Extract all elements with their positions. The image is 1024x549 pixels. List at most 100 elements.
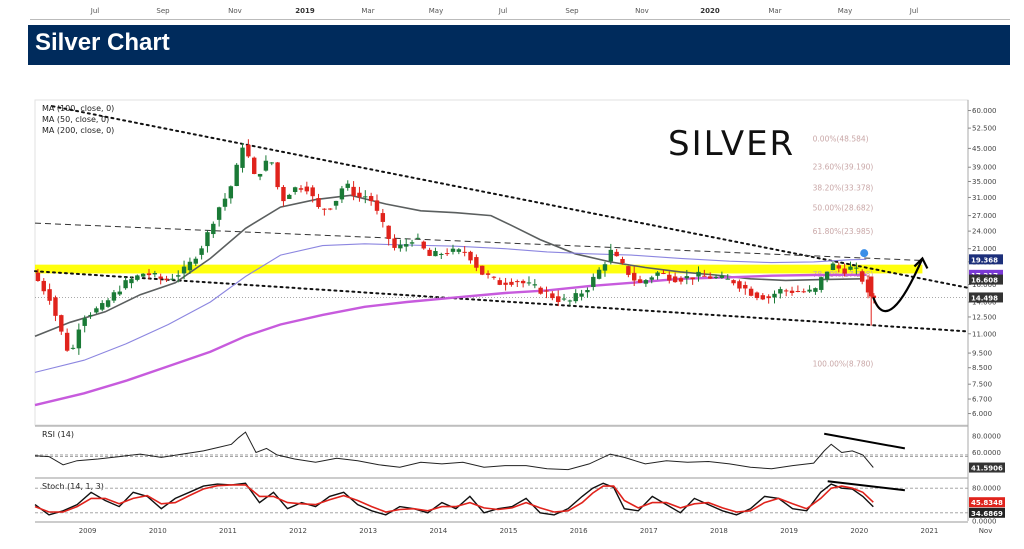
candle-body (111, 292, 117, 301)
price-tag (969, 274, 1003, 285)
candle-body (287, 194, 292, 199)
ma-legend-entry: MA (100, close, 0) (42, 104, 114, 113)
candle-body (515, 281, 520, 283)
rsi-divergence-line (824, 432, 906, 450)
stoch-y-tick: 80.0000 (972, 485, 1001, 493)
candle-body (392, 238, 397, 248)
top-axis-tick: Nov (228, 7, 242, 15)
candle-body (719, 275, 725, 278)
candle-body (748, 288, 754, 296)
candle-body (380, 213, 386, 222)
rsi-value: 41.5906 (971, 465, 1003, 473)
candle-body (181, 266, 187, 274)
top-axis-tick: Nov (635, 7, 649, 15)
candle-body (252, 157, 257, 174)
y-tick-label: 8.500 (972, 364, 992, 372)
rsi-y-tick: 80.0000 (972, 433, 1001, 441)
x-tick-label: 2013 (359, 527, 377, 535)
x-tick-label: 2020 (850, 527, 868, 535)
candle-body (766, 296, 771, 299)
candle-body (298, 188, 304, 190)
candle-body (468, 251, 473, 261)
y-tick-label: 27.000 (972, 212, 997, 220)
y-tick-label: 52.500 (972, 125, 997, 133)
candle-body (561, 298, 567, 300)
candle-body (322, 208, 327, 210)
support-band (35, 264, 923, 274)
candle-body (41, 280, 46, 292)
top-axis-tick: Sep (565, 7, 579, 15)
x-tick-label: 2017 (640, 527, 658, 535)
candle-body (164, 278, 169, 281)
top-axis-tick: 2020 (700, 7, 720, 15)
price-tag (969, 292, 1003, 303)
candle-body (357, 192, 362, 198)
candle-body (614, 251, 619, 257)
y-tick-label: 45.000 (972, 145, 997, 153)
candle-body (374, 200, 380, 211)
rsi-title: RSI (14) (42, 430, 74, 439)
candle-body (585, 290, 590, 293)
candle-body (713, 276, 719, 278)
candle-body (661, 273, 666, 275)
price-tag-value: 14.498 (971, 294, 998, 302)
candle-body (439, 253, 444, 255)
price-tag-value: 16.608 (971, 277, 998, 285)
candle-body (222, 198, 228, 207)
y-tick-label: 6.000 (972, 410, 992, 418)
y-tick-label: 12.500 (972, 313, 997, 321)
top-axis-line (30, 19, 1010, 20)
candle-body (456, 249, 462, 252)
candle-body (602, 264, 608, 271)
candle-body (655, 272, 660, 276)
candle-body (76, 329, 82, 349)
candle-body (140, 273, 146, 277)
y-tick-label: 24.000 (972, 228, 997, 236)
candle-body (316, 198, 321, 207)
y-tick-label: 14.000 (972, 299, 997, 307)
candle-body (404, 244, 409, 247)
candle-body (176, 275, 181, 277)
upper-trendline (51, 105, 969, 289)
candle-body (205, 232, 210, 247)
y-tick-label: 6.700 (972, 396, 992, 404)
x-tick-label: 2014 (429, 527, 447, 535)
candle-body (328, 208, 333, 210)
candle-body (117, 291, 122, 295)
rsi-line (34, 431, 874, 471)
candle-body (859, 271, 865, 282)
candle-body (579, 293, 584, 297)
candle-body (696, 271, 701, 277)
ma-legend-entry: MA (50, close, 0) (42, 115, 109, 124)
stoch-d-value: 34.6869 (971, 510, 1003, 518)
candle-body (409, 242, 415, 244)
candle-body (363, 196, 368, 198)
stoch-title: Stoch (14, 1, 3) (42, 482, 104, 491)
price-tag (969, 254, 1003, 265)
candle-body (70, 347, 76, 349)
candle-body (737, 281, 742, 289)
candle-body (591, 276, 596, 288)
candle-body (427, 249, 432, 256)
y-tick-label: 39.000 (972, 164, 997, 172)
top-axis-tick: Mar (361, 7, 375, 15)
y-tick-label: 35.000 (972, 178, 997, 186)
y-tick-label: 9.500 (972, 350, 992, 358)
candle-body (88, 314, 93, 316)
ma50-line (34, 243, 867, 373)
x-tick-label: 2016 (570, 527, 588, 535)
candle-body (707, 276, 713, 279)
candle-body (596, 269, 602, 279)
candle-body (520, 280, 526, 284)
candle-body (544, 290, 549, 292)
fib-level-label: 0.00%(48.584) (813, 134, 869, 143)
candle-body (82, 318, 87, 326)
candle-body (123, 280, 128, 289)
stoch-d-line (34, 484, 874, 513)
candle-body (53, 297, 58, 316)
x-tick-label: 2009 (79, 527, 97, 535)
candle-body (824, 271, 830, 280)
candle-body (228, 186, 234, 199)
ma-legend-entry: MA (200, close, 0) (42, 126, 114, 135)
